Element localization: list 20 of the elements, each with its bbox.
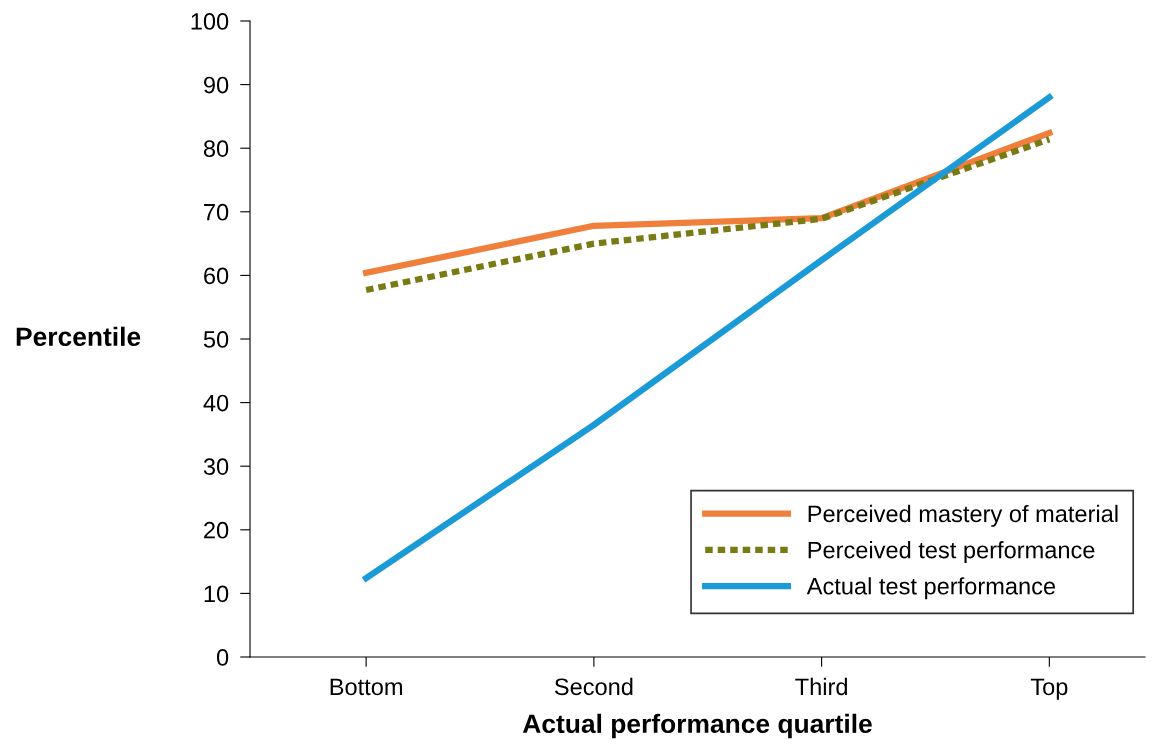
- y-axis-title: Percentile: [16, 326, 141, 347]
- y-tick-label: 90: [204, 76, 229, 94]
- y-tick-label: 60: [204, 267, 229, 285]
- x-tick-label: Bottom: [330, 678, 402, 696]
- y-tick-label: 30: [203, 458, 229, 475]
- legend-label: Perceived mastery of material: [808, 504, 1118, 527]
- y-tick-label: 20: [204, 521, 229, 539]
- x-axis-title: Actual performance quartile: [522, 713, 872, 739]
- y-tick-label: 0: [216, 649, 229, 666]
- x-tick-label: Third: [795, 677, 847, 696]
- y-tick-label: 80: [203, 140, 229, 157]
- x-tick-label: Second: [554, 677, 633, 696]
- y-tick-label: 10: [204, 585, 229, 603]
- y-tick-label: 50: [203, 331, 229, 348]
- legend-label: Perceived test performance: [808, 541, 1095, 564]
- x-tick-label: Top: [1030, 678, 1068, 700]
- y-tick-label: 70: [204, 203, 229, 221]
- y-tick-label: 100: [191, 13, 229, 30]
- y-tick-label: 40: [203, 394, 229, 412]
- legend-label: Actual test performance: [806, 577, 1056, 600]
